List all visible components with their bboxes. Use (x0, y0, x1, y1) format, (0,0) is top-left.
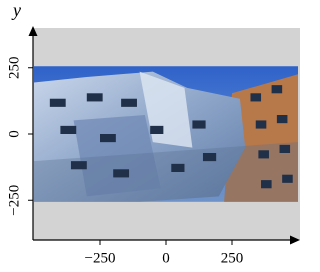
chart: y −250 0 250 −250 0 250 (0, 0, 300, 272)
photo (34, 66, 298, 202)
x-tick-label: −250 (85, 250, 116, 266)
y-tick-label: 0 (6, 130, 22, 138)
x-tick-label: 0 (162, 250, 170, 266)
y-axis-label: y (11, 0, 21, 20)
y-tick-label: 250 (6, 57, 22, 80)
y-tick-label: −250 (6, 185, 22, 216)
x-tick-label: 250 (221, 250, 244, 266)
